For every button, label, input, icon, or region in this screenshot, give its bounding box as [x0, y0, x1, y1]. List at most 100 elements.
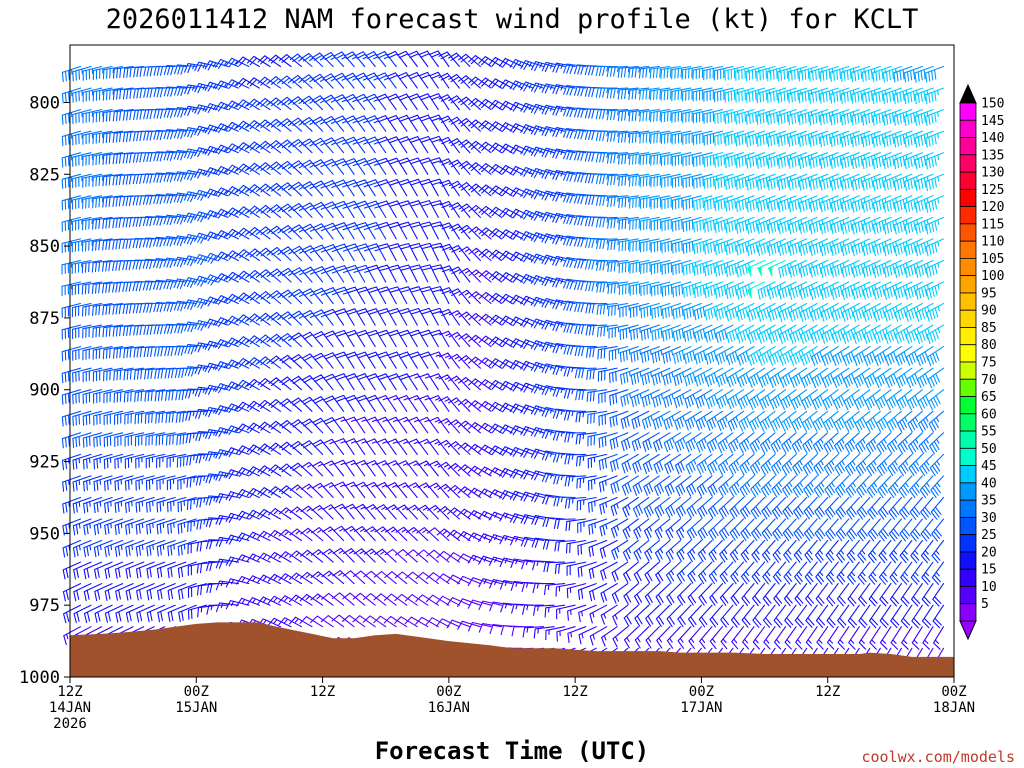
wind-barb: [578, 626, 597, 645]
colorbar-label: 150: [981, 97, 1004, 112]
wind-barb: [132, 259, 155, 270]
wind-barb: [544, 604, 566, 618]
wind-barb: [671, 173, 692, 189]
wind-barb: [289, 550, 313, 563]
wind-barb: [322, 504, 345, 520]
wind-barb: [322, 115, 345, 132]
wind-barb: [724, 87, 745, 103]
wind-barb: [840, 130, 860, 148]
colorbar-label: 95: [981, 286, 997, 301]
wind-barb: [873, 302, 892, 322]
wind-barb: [573, 258, 597, 269]
wind-barb: [92, 87, 113, 102]
wind-barb: [883, 216, 902, 235]
wind-barb: [745, 65, 766, 82]
wind-barb: [375, 460, 397, 477]
wind-barb: [429, 373, 450, 391]
wind-barb: [610, 475, 629, 495]
wind-barb: [634, 604, 650, 627]
wind-barb: [278, 617, 303, 628]
wind-barb: [738, 410, 755, 432]
wind-barb: [584, 86, 608, 98]
wind-barb: [794, 583, 808, 607]
wind-barb: [418, 395, 439, 412]
wind-barb: [919, 475, 934, 499]
wind-barb: [194, 297, 218, 309]
wind-barb: [331, 614, 355, 628]
wind-barb: [893, 130, 913, 148]
wind-barb: [72, 65, 92, 82]
wind-barb: [663, 432, 681, 453]
wind-barb: [609, 453, 629, 472]
wind-barb: [167, 583, 187, 601]
wind-barb: [671, 216, 692, 232]
wind-barb: [320, 615, 345, 628]
wind-barb: [631, 410, 650, 430]
wind-barb: [704, 259, 724, 277]
wind-barb: [749, 432, 766, 454]
wind-barb: [406, 504, 429, 520]
wind-barb: [672, 259, 692, 276]
wind-barb: [344, 72, 366, 89]
wind-barb: [851, 238, 871, 257]
wind-barb: [639, 109, 660, 122]
wind-barb: [63, 626, 82, 646]
wind-barb: [887, 453, 902, 477]
wind-barb: [439, 179, 460, 197]
wind-barb: [458, 267, 481, 283]
wind-barb: [553, 496, 576, 507]
wind-barb: [914, 216, 934, 235]
wind-barb: [709, 626, 724, 650]
wind-barb: [825, 539, 839, 563]
wind-barb: [820, 281, 839, 300]
wind-barb: [622, 496, 639, 518]
wind-barb: [157, 583, 176, 601]
wind-barb: [102, 65, 124, 80]
wind-barb: [830, 259, 850, 278]
wind-barb: [104, 583, 124, 601]
colorbar-swatch: [959, 517, 977, 536]
wind-barb: [681, 65, 702, 80]
wind-barb: [214, 208, 239, 219]
wind-barb: [509, 251, 534, 262]
wind-barb: [175, 389, 197, 401]
wind-barb: [800, 367, 818, 388]
wind-barb: [917, 389, 934, 411]
wind-barb: [756, 65, 776, 82]
wind-barb: [851, 130, 871, 148]
wind-barb: [885, 367, 902, 389]
colorbar-swatch: [959, 430, 977, 449]
wind-barb: [599, 518, 618, 537]
wind-barb: [467, 465, 492, 477]
wind-barb: [742, 626, 755, 650]
wind-barb: [553, 474, 576, 485]
wind-barb: [103, 475, 124, 492]
wind-barb: [194, 168, 218, 179]
wind-barb: [628, 195, 650, 209]
wind-barb: [236, 379, 260, 391]
wind-barb: [268, 268, 292, 283]
wind-barb: [609, 410, 629, 428]
wind-barb: [344, 93, 366, 111]
wind-barb: [840, 65, 860, 82]
wind-barb: [145, 496, 166, 513]
wind-barb: [639, 130, 660, 144]
wind-barb: [246, 575, 271, 585]
wind-barb: [639, 216, 660, 231]
wind-barb: [373, 593, 397, 606]
wind-barb: [851, 173, 871, 191]
wind-barb: [236, 445, 260, 455]
wind-barb: [458, 160, 481, 175]
wind-barb: [101, 259, 124, 272]
wind-barb: [377, 243, 397, 262]
x-tick-label: 18JAN: [933, 700, 975, 716]
wind-barb: [714, 238, 734, 256]
wind-barb: [268, 204, 292, 218]
wind-barb: [822, 410, 839, 433]
credit-text[interactable]: coolwx.com/models: [861, 748, 1015, 766]
wind-barb: [855, 453, 871, 476]
wind-barb: [153, 108, 176, 119]
wind-barb: [747, 324, 766, 344]
wind-barb: [225, 600, 250, 610]
wind-barb: [446, 552, 471, 563]
